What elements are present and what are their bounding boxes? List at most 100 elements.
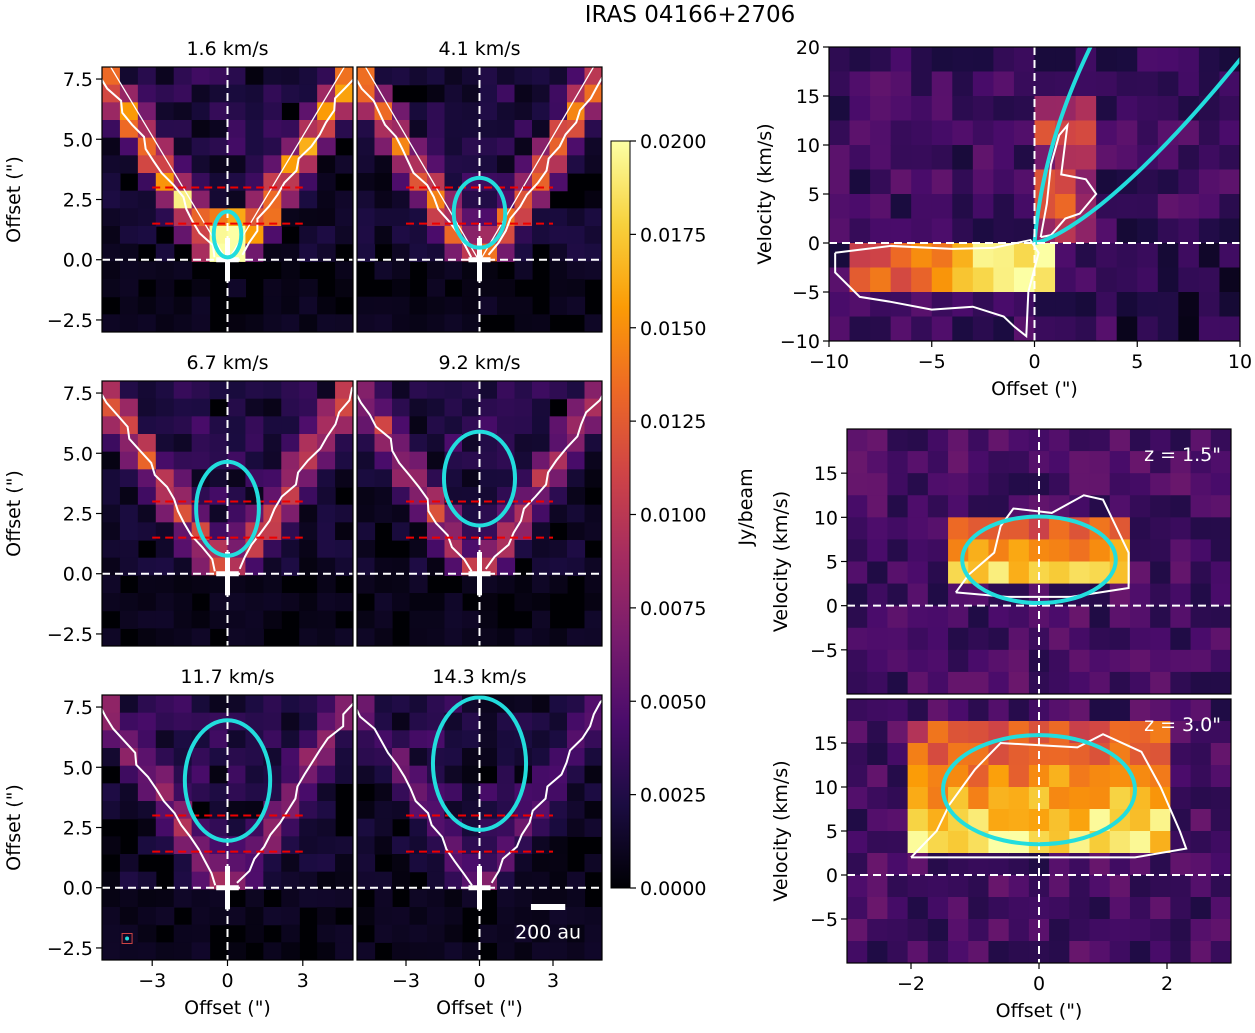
- intensity-pixel: [137, 434, 157, 453]
- intensity-pixel: [1150, 765, 1171, 788]
- intensity-pixel: [514, 314, 533, 332]
- intensity-pixel: [927, 743, 949, 766]
- intensity-pixel: [209, 173, 229, 192]
- intensity-pixel: [1150, 919, 1171, 942]
- intensity-pixel: [968, 765, 990, 788]
- intensity-pixel: [890, 243, 912, 269]
- y-tick-label: 5: [826, 552, 838, 574]
- intensity-pixel: [532, 504, 551, 523]
- x-tick-label: 0: [1028, 351, 1040, 373]
- intensity-pixel: [1150, 583, 1171, 607]
- intensity-pixel: [1049, 671, 1070, 694]
- intensity-pixel: [357, 102, 376, 121]
- intensity-pixel: [299, 296, 318, 315]
- intensity-pixel: [497, 765, 516, 784]
- intensity-pixel: [137, 84, 157, 103]
- intensity-pixel: [887, 941, 909, 963]
- intensity-pixel: [1157, 71, 1179, 97]
- intensity-pixel: [409, 907, 428, 926]
- intensity-pixel: [263, 469, 282, 488]
- intensity-pixel: [137, 730, 157, 749]
- intensity-pixel: [357, 765, 376, 784]
- intensity-pixel: [444, 854, 463, 873]
- intensity-pixel: [867, 853, 889, 876]
- intensity-pixel: [245, 84, 264, 103]
- intensity-pixel: [209, 469, 229, 488]
- intensity-pixel: [102, 924, 121, 943]
- intensity-pixel: [988, 743, 1010, 766]
- intensity-pixel: [988, 941, 1010, 963]
- intensity-pixel: [119, 712, 139, 731]
- intensity-pixel: [867, 743, 889, 766]
- intensity-pixel: [497, 381, 516, 400]
- intensity-pixel: [299, 381, 318, 400]
- intensity-pixel: [993, 218, 1015, 244]
- intensity-pixel: [357, 730, 376, 749]
- intensity-pixel: [462, 261, 481, 280]
- intensity-pixel: [931, 194, 953, 220]
- intensity-pixel: [584, 243, 602, 262]
- intensity-pixel: [227, 610, 247, 629]
- intensity-pixel: [1008, 517, 1030, 541]
- intensity-pixel: [532, 557, 551, 576]
- intensity-pixel: [972, 96, 994, 122]
- intensity-pixel: [281, 854, 300, 873]
- intensity-pixel: [1069, 787, 1091, 810]
- intensity-pixel: [479, 381, 498, 400]
- intensity-pixel: [409, 469, 428, 488]
- intensity-pixel: [335, 942, 353, 960]
- intensity-pixel: [549, 924, 568, 943]
- intensity-pixel: [1109, 831, 1131, 854]
- intensity-pixel: [409, 540, 428, 559]
- intensity-pixel: [137, 120, 157, 139]
- intensity-pixel: [299, 190, 318, 209]
- intensity-pixel: [209, 190, 229, 209]
- intensity-pixel: [409, 190, 428, 209]
- intensity-pixel: [887, 627, 909, 651]
- intensity-pixel: [427, 84, 446, 103]
- intensity-pixel: [549, 557, 568, 576]
- intensity-pixel: [119, 296, 139, 315]
- intensity-pixel: [1116, 194, 1138, 220]
- intensity-pixel: [173, 557, 193, 576]
- intensity-pixel: [1170, 649, 1192, 673]
- intensity-pixel: [988, 853, 1010, 876]
- intensity-pixel: [119, 416, 139, 435]
- intensity-pixel: [462, 190, 481, 209]
- intensity-pixel: [1150, 495, 1171, 518]
- intensity-pixel: [462, 801, 481, 820]
- intensity-pixel: [335, 765, 353, 784]
- intensity-pixel: [1129, 699, 1151, 722]
- intensity-pixel: [479, 783, 498, 802]
- intensity-pixel: [119, 540, 139, 559]
- intensity-pixel: [281, 818, 300, 837]
- intensity-pixel: [1210, 539, 1231, 563]
- intensity-pixel: [497, 889, 516, 908]
- intensity-pixel: [444, 261, 463, 280]
- intensity-pixel: [931, 218, 953, 244]
- intensity-pixel: [584, 434, 602, 453]
- intensity-pixel: [532, 226, 551, 245]
- intensity-pixel: [299, 314, 318, 332]
- intensity-pixel: [1013, 243, 1036, 269]
- intensity-pixel: [514, 889, 533, 908]
- intensity-pixel: [549, 836, 568, 855]
- intensity-pixel: [497, 416, 516, 435]
- intensity-pixel: [227, 575, 247, 594]
- intensity-pixel: [1190, 875, 1212, 898]
- intensity-pixel: [1008, 671, 1030, 694]
- panel-title: 9.2 km/s: [438, 352, 520, 374]
- intensity-pixel: [227, 730, 247, 749]
- intensity-pixel: [173, 610, 193, 629]
- emission-contour: [910, 733, 1188, 859]
- intensity-pixel: [209, 67, 229, 86]
- intensity-pixel: [102, 540, 121, 559]
- intensity-pixel: [1190, 605, 1212, 629]
- intensity-pixel: [102, 120, 121, 139]
- intensity-pixel: [497, 748, 516, 767]
- intensity-pixel: [409, 296, 428, 315]
- intensity-pixel: [281, 712, 300, 731]
- intensity-pixel: [847, 699, 868, 722]
- intensity-pixel: [227, 487, 247, 506]
